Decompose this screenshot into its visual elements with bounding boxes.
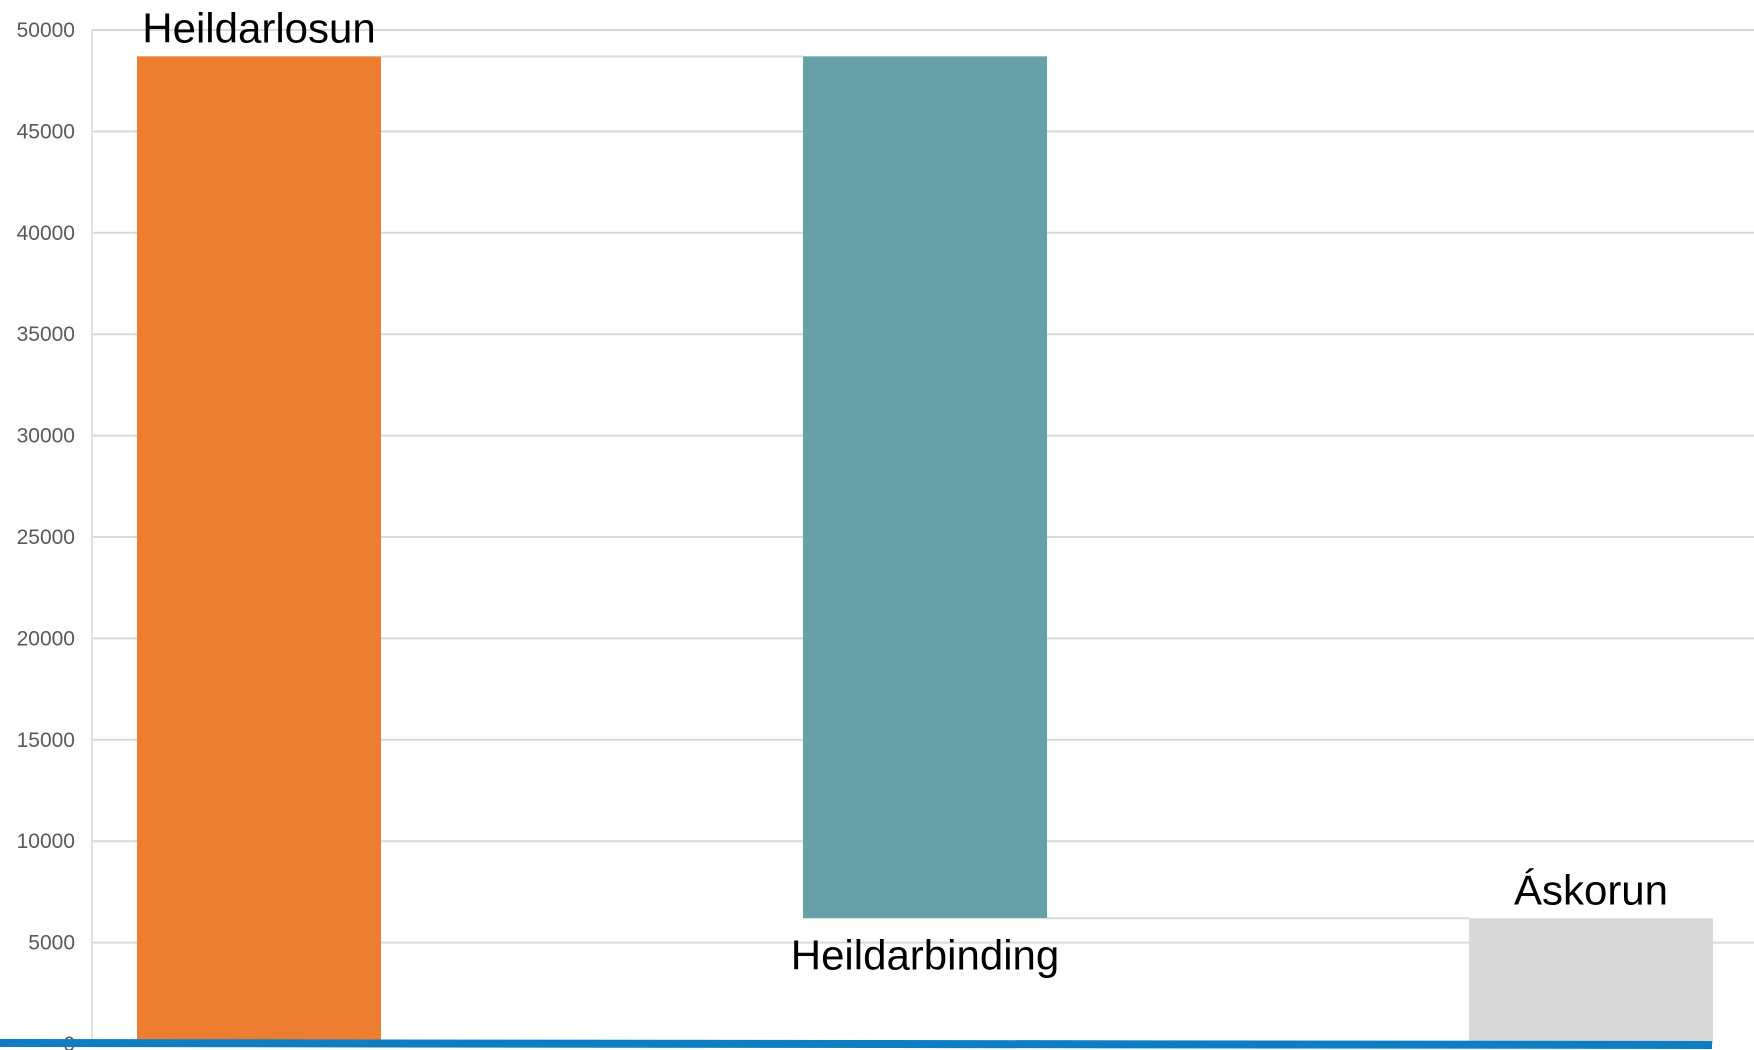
y-tick-label: 10000	[17, 830, 75, 853]
y-axis-ticks: 0500010000150002000025000300003500040000…	[17, 19, 75, 1050]
bar-1	[137, 56, 381, 1044]
bar-3	[1469, 918, 1713, 1044]
bar-label-3: Áskorun	[1514, 866, 1668, 913]
y-tick-label: 25000	[17, 526, 75, 549]
y-tick-label: 30000	[17, 425, 75, 448]
bars	[137, 55, 1713, 1044]
y-tick-label: 15000	[17, 729, 75, 752]
y-tick-label: 50000	[17, 19, 75, 42]
y-tick-label: 45000	[17, 120, 75, 143]
y-tick-label: 40000	[17, 222, 75, 245]
y-tick-label: 20000	[17, 627, 75, 650]
bar-labels: Heildarlosun Heildarbinding Áskorun	[142, 4, 1668, 978]
x-axis-baseline	[0, 1039, 1713, 1049]
bar-label-2: Heildarbinding	[791, 931, 1060, 978]
y-tick-label: 35000	[17, 323, 75, 346]
bar-2	[803, 56, 1047, 919]
zero-baseline	[0, 1039, 1713, 1049]
y-tick-label: 5000	[28, 932, 75, 955]
bar-label-1: Heildarlosun	[142, 4, 375, 51]
